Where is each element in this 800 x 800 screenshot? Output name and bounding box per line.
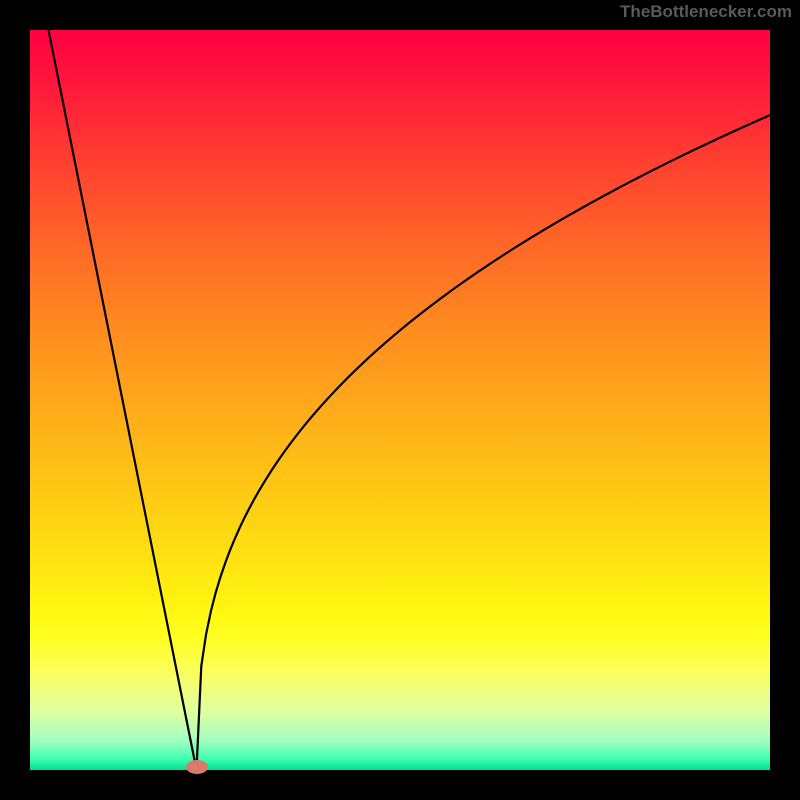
plot-area xyxy=(30,30,770,770)
minimum-marker xyxy=(186,760,208,774)
chart-container: TheBottlenecker.com xyxy=(0,0,800,800)
bottleneck-curve xyxy=(30,30,770,770)
watermark-text: TheBottlenecker.com xyxy=(620,2,792,22)
